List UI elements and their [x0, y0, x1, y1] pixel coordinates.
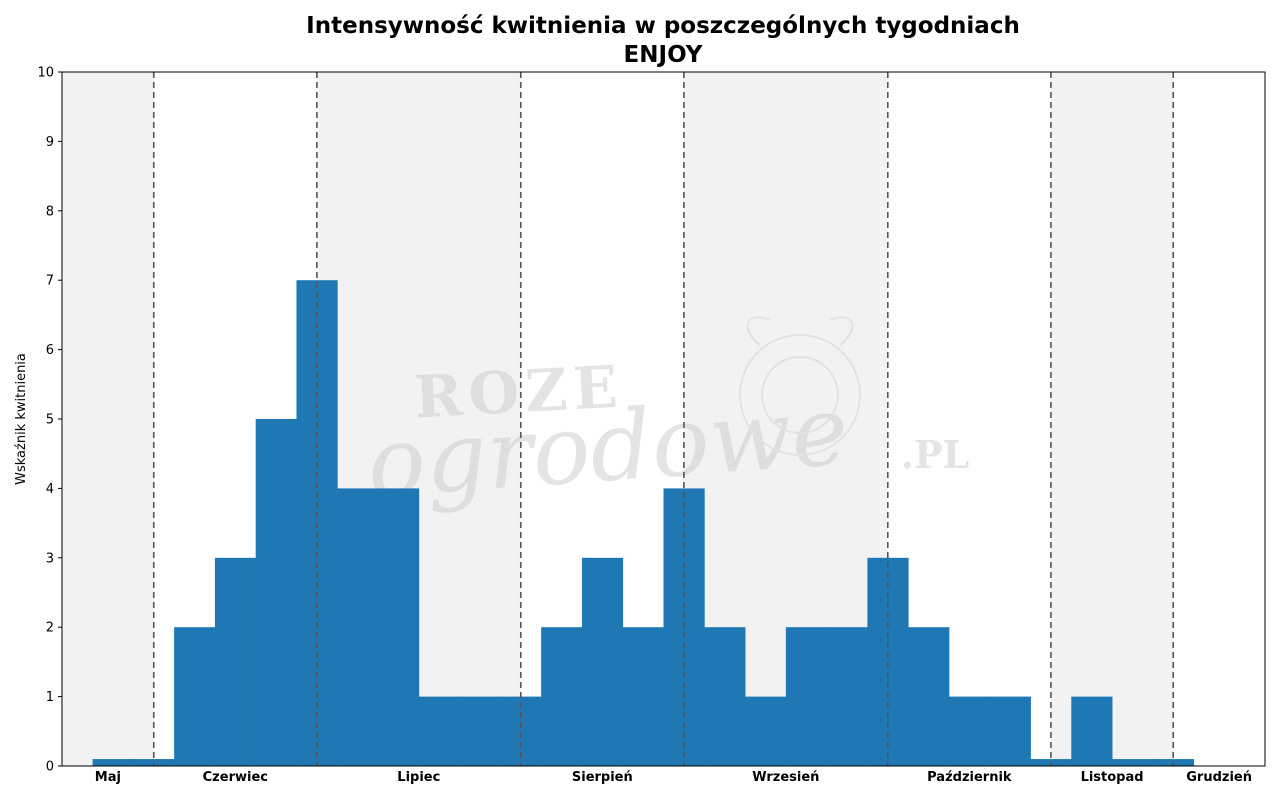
bar-week-6 — [337, 488, 379, 766]
y-tick-label-3: 3 — [46, 551, 54, 566]
bar-week-15 — [704, 627, 746, 766]
bar-week-21 — [948, 696, 991, 766]
bar-week-11 — [541, 627, 583, 766]
bar-week-25 — [1112, 759, 1154, 766]
watermark-line1: ROZE — [413, 353, 626, 432]
chart-subtitle: ENJOY — [623, 42, 703, 68]
bar-week-9 — [459, 696, 501, 766]
y-axis: 0 1 2 3 4 5 6 7 8 9 10 — [37, 66, 62, 775]
bar-week-4 — [255, 419, 297, 766]
y-tick-label-10: 10 — [37, 66, 54, 81]
month-label-2: Lipiec — [397, 770, 440, 785]
bar-week-8 — [418, 696, 461, 766]
y-tick-label-1: 1 — [46, 690, 54, 705]
month-label-1: Czerwiec — [203, 770, 268, 785]
y-axis-label: Wskaźnik kwitnienia — [14, 353, 29, 485]
chart-title-main: Intensywność kwitnienia w poszczególnych… — [306, 13, 1020, 39]
y-tick-label-5: 5 — [46, 413, 54, 428]
bar-week-20 — [908, 627, 950, 766]
bar-week-16 — [745, 696, 787, 766]
chart-title: Intensywność kwitnienia w poszczególnych… — [0, 12, 1280, 70]
month-label-6: Listopad — [1081, 770, 1144, 785]
bar-week-13 — [622, 627, 664, 766]
month-dividers — [152, 72, 1175, 766]
month-label-4: Wrzesień — [752, 770, 819, 785]
y-tick-label-0: 0 — [46, 760, 54, 775]
month-label-0: Maj — [95, 770, 121, 785]
bar-week-2 — [174, 627, 216, 766]
y-tick-label-8: 8 — [46, 204, 54, 219]
watermark: ROZE ogrodowe .PL — [364, 316, 970, 520]
y-tick-label-9: 9 — [46, 135, 54, 150]
bar-week-7 — [378, 488, 420, 766]
month-label-3: Sierpień — [572, 770, 633, 785]
bar-week-0 — [92, 759, 134, 766]
bar-week-24 — [1071, 696, 1113, 766]
bar-week-3 — [214, 557, 257, 766]
bar-week-18 — [826, 627, 868, 766]
bar-week-12 — [581, 557, 624, 766]
month-labels: Maj Czerwiec Lipiec Sierpień Wrzesień Paździe… — [95, 770, 1252, 785]
month-label-7: Grudzień — [1186, 770, 1252, 785]
bar-week-17 — [785, 627, 828, 766]
y-tick-label-4: 4 — [46, 482, 54, 497]
watermark-suffix: .PL — [901, 432, 970, 477]
month-label-5: Październik — [927, 770, 1012, 785]
watermark-flower-icon — [739, 316, 861, 456]
bar-series — [92, 280, 1195, 766]
month-shade-6 — [1050, 72, 1174, 766]
y-tick-label-7: 7 — [46, 274, 54, 289]
bar-week-22 — [989, 696, 1031, 766]
y-tick-label-2: 2 — [46, 621, 54, 636]
y-tick-label-6: 6 — [46, 343, 54, 358]
month-shade-0 — [62, 72, 154, 766]
